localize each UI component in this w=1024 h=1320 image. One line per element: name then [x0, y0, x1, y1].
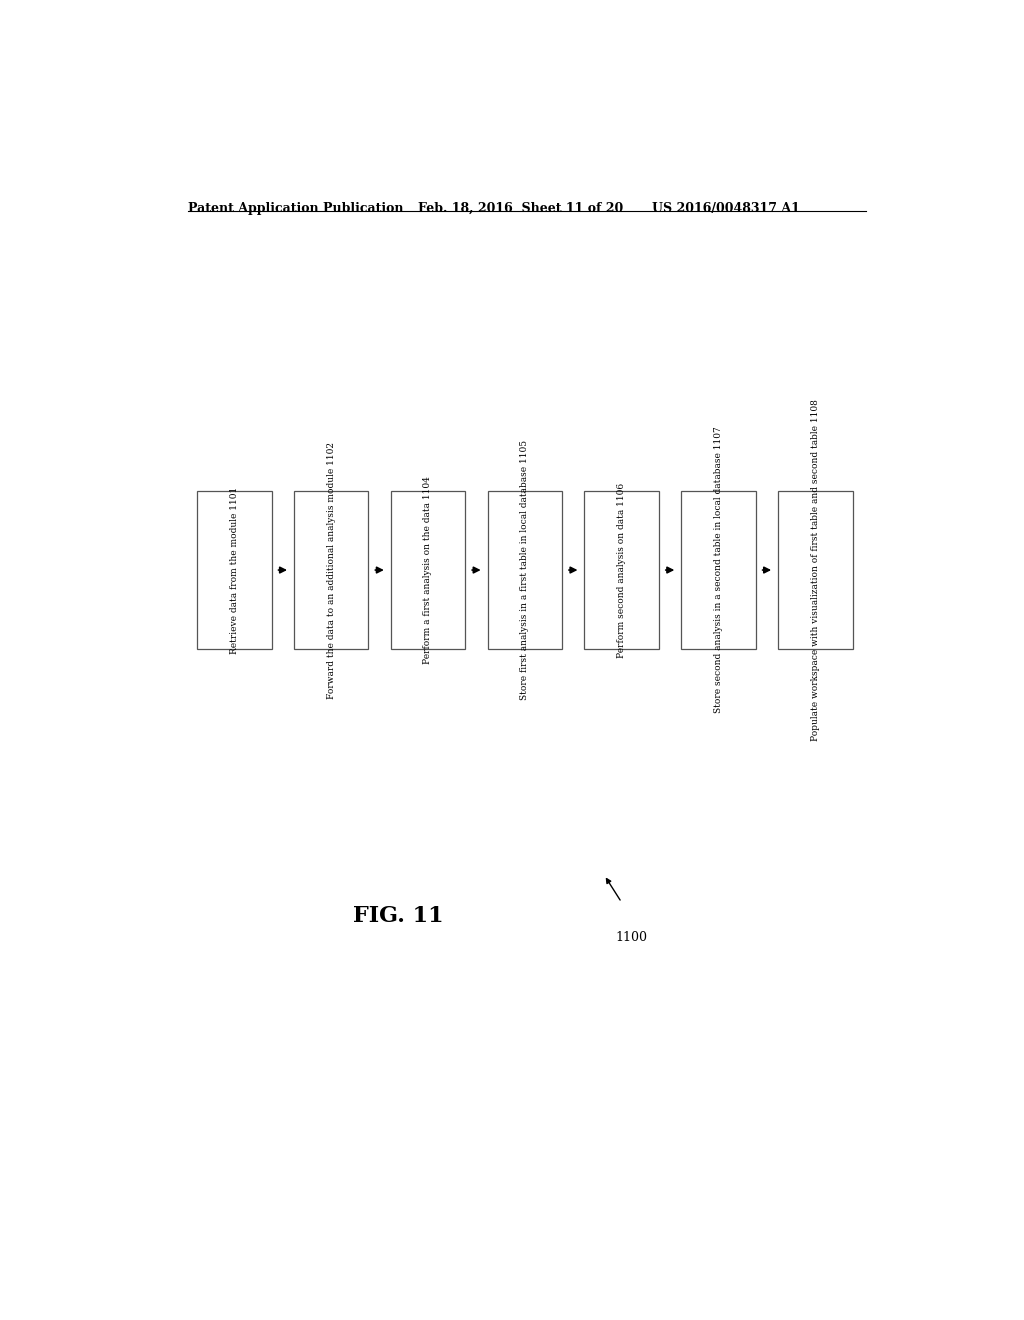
Text: Populate workspace with visualization of first table and second table 1108: Populate workspace with visualization of…	[811, 399, 820, 741]
Text: Perform a first analysis on the data 1104: Perform a first analysis on the data 110…	[424, 477, 432, 664]
Bar	[294, 491, 369, 649]
Bar	[585, 491, 658, 649]
Text: Retrieve data from the module 1101: Retrieve data from the module 1101	[229, 486, 239, 653]
Bar	[487, 491, 562, 649]
Text: Patent Application Publication: Patent Application Publication	[187, 202, 403, 215]
Text: Store second analysis in a second table in local database 1107: Store second analysis in a second table …	[714, 426, 723, 713]
Bar	[197, 491, 271, 649]
Text: Perform second analysis on data 1106: Perform second analysis on data 1106	[617, 483, 626, 657]
Text: Feb. 18, 2016  Sheet 11 of 20: Feb. 18, 2016 Sheet 11 of 20	[418, 202, 623, 215]
Text: FIG. 11: FIG. 11	[352, 904, 443, 927]
Bar	[681, 491, 756, 649]
Text: Store first analysis in a first table in local database 1105: Store first analysis in a first table in…	[520, 440, 529, 700]
Bar	[391, 491, 465, 649]
Text: Forward the data to an additional analysis module 1102: Forward the data to an additional analys…	[327, 442, 336, 698]
Text: US 2016/0048317 A1: US 2016/0048317 A1	[652, 202, 800, 215]
Text: 1100: 1100	[616, 931, 648, 944]
Bar	[778, 491, 853, 649]
